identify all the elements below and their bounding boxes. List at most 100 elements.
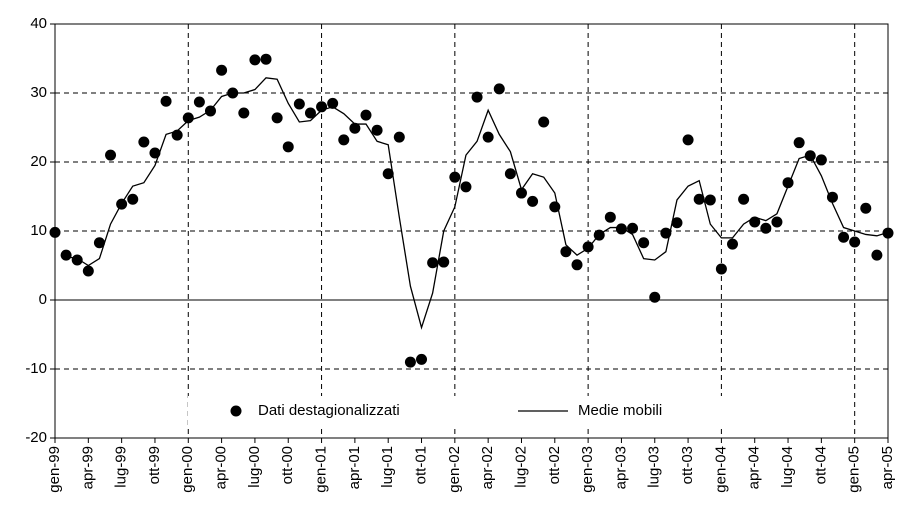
data-point (260, 53, 272, 65)
data-point (882, 227, 894, 239)
data-point (515, 187, 527, 199)
data-point (860, 202, 872, 214)
data-point (271, 112, 283, 124)
data-point (760, 222, 772, 234)
data-point (138, 136, 150, 148)
data-point (615, 223, 627, 235)
data-point (293, 98, 305, 110)
data-point (105, 149, 117, 161)
data-point (427, 257, 439, 269)
data-point (71, 254, 83, 266)
data-point (826, 191, 838, 203)
data-point (560, 246, 572, 258)
data-point (327, 97, 339, 109)
data-point (49, 226, 61, 238)
data-point (715, 263, 727, 275)
line-series (65, 77, 889, 330)
data-point (482, 131, 494, 143)
x-tick-label: apr-04 (746, 446, 763, 489)
data-point (471, 91, 483, 103)
x-tick-label: gen-99 (46, 446, 63, 493)
y-tick-label: -10 (25, 360, 47, 377)
data-point (382, 168, 394, 180)
data-point (93, 237, 105, 249)
data-point (60, 249, 72, 261)
data-point (349, 122, 361, 134)
data-point (393, 131, 405, 143)
x-tick-label: ott-03 (679, 446, 696, 484)
data-point (738, 193, 750, 205)
legend-marker (230, 405, 242, 417)
data-point (460, 181, 472, 193)
data-point (371, 124, 383, 136)
data-point (493, 83, 505, 95)
x-tick-label: gen-04 (712, 446, 729, 493)
data-point (438, 256, 450, 268)
data-point (527, 195, 539, 207)
data-point (404, 356, 416, 368)
data-point (682, 134, 694, 146)
data-point (838, 231, 850, 243)
data-point (360, 109, 372, 121)
y-tick-label: 10 (30, 222, 47, 239)
x-tick-label: apr-99 (79, 446, 96, 489)
data-point (504, 168, 516, 180)
legend-label: Dati destagionalizzati (258, 402, 400, 419)
data-point (304, 107, 316, 119)
data-point (649, 291, 661, 303)
data-point (815, 154, 827, 166)
legend-label: Medie mobili (578, 402, 662, 419)
legend-box (188, 396, 788, 426)
x-tick-label: apr-00 (213, 446, 230, 489)
data-point (216, 64, 228, 76)
data-point (627, 222, 639, 234)
data-point (638, 237, 650, 249)
x-tick-label: lug-01 (379, 446, 396, 488)
data-point (771, 216, 783, 228)
x-tick-label: lug-00 (246, 446, 263, 488)
y-tick-label: -20 (25, 429, 47, 446)
data-point (571, 259, 583, 271)
data-point (671, 217, 683, 229)
x-tick-label: apr-05 (879, 446, 896, 489)
data-point (604, 211, 616, 223)
data-point (282, 141, 294, 153)
x-tick-label: apr-03 (612, 446, 629, 489)
y-tick-label: 20 (30, 153, 47, 170)
x-tick-label: lug-04 (779, 446, 796, 488)
data-point (871, 249, 883, 261)
data-point (82, 265, 94, 277)
data-point (693, 193, 705, 205)
x-tick-label: gen-05 (846, 446, 863, 493)
data-point (338, 134, 350, 146)
data-point (704, 194, 716, 206)
data-point (727, 238, 739, 250)
x-tick-label: gen-01 (313, 446, 330, 493)
x-tick-label: apr-02 (479, 446, 496, 489)
data-point (238, 107, 250, 119)
data-point (160, 95, 172, 107)
data-point (193, 96, 205, 108)
data-point (449, 171, 461, 183)
data-point (182, 112, 194, 124)
x-tick-label: gen-00 (179, 446, 196, 493)
y-tick-label: 0 (39, 291, 47, 308)
x-tick-label: ott-99 (146, 446, 163, 484)
x-tick-label: gen-02 (446, 446, 463, 493)
x-tick-label: gen-03 (579, 446, 596, 493)
x-tick-label: apr-01 (346, 446, 363, 489)
data-point (416, 353, 428, 365)
y-tick-label: 30 (30, 84, 47, 101)
y-tick-label: 40 (30, 15, 47, 32)
x-tick-label: ott-02 (546, 446, 563, 484)
data-point (127, 193, 139, 205)
data-point (249, 54, 261, 66)
data-point (149, 147, 161, 159)
data-point (793, 137, 805, 149)
x-tick-label: lug-02 (512, 446, 529, 488)
data-point (538, 116, 550, 128)
x-tick-label: lug-03 (646, 446, 663, 488)
x-tick-label: ott-01 (412, 446, 429, 484)
data-point (849, 236, 861, 248)
